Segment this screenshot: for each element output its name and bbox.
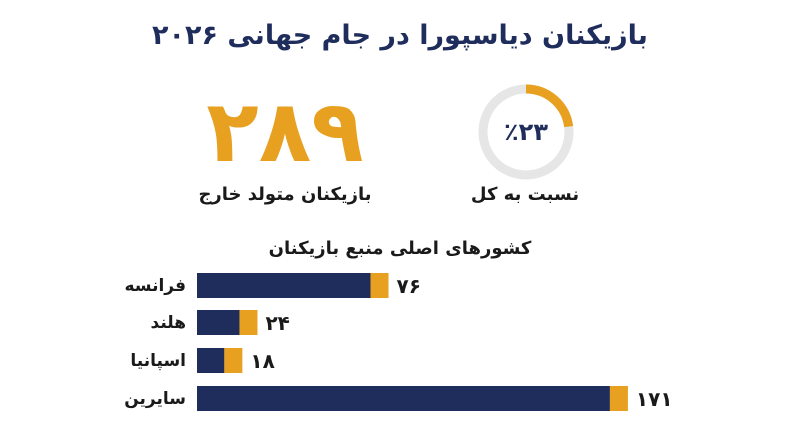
category-label: هلند bbox=[151, 313, 187, 333]
value-label: ۱۸ bbox=[250, 349, 274, 373]
bar-chart: فرانسه ۷۶ هلند ۲۴ اسپانیا ۱۸ سایرین ۱۷۱ bbox=[124, 273, 673, 411]
ratio-value: ٪۲۳ bbox=[504, 118, 548, 146]
category-label: فرانسه bbox=[124, 276, 186, 296]
bar-tip-2 bbox=[224, 348, 243, 373]
ratio-donut: ٪۲۳ bbox=[476, 82, 576, 182]
ratio-donut-svg bbox=[478, 84, 574, 180]
bar-tip-3 bbox=[609, 386, 628, 411]
donut-progress-arc bbox=[525, 84, 574, 128]
category-label: سایرین bbox=[124, 389, 186, 409]
value-label: ۲۴ bbox=[265, 311, 289, 335]
value-label: ۱۷۱ bbox=[636, 387, 673, 411]
bar-tip-0 bbox=[370, 273, 389, 298]
total-players-value: ۲۸۹ bbox=[206, 82, 364, 182]
chart-title: کشورهای اصلی منبع بازیکنان bbox=[268, 238, 532, 259]
bar-0 bbox=[197, 273, 371, 298]
bar-3 bbox=[197, 386, 610, 411]
ratio-label: نسبت به کل bbox=[470, 184, 580, 205]
page-title: بازیکنان دیاسپورا در جام جهانی ۲۰۲۶ bbox=[152, 20, 648, 51]
bar-2 bbox=[197, 348, 225, 373]
bar-tip-1 bbox=[239, 310, 258, 335]
category-label: اسپانیا bbox=[130, 351, 186, 371]
total-players-label: بازیکنان متولد خارج bbox=[198, 184, 372, 205]
bar-1 bbox=[197, 310, 240, 335]
value-label: ۷۶ bbox=[397, 274, 421, 298]
